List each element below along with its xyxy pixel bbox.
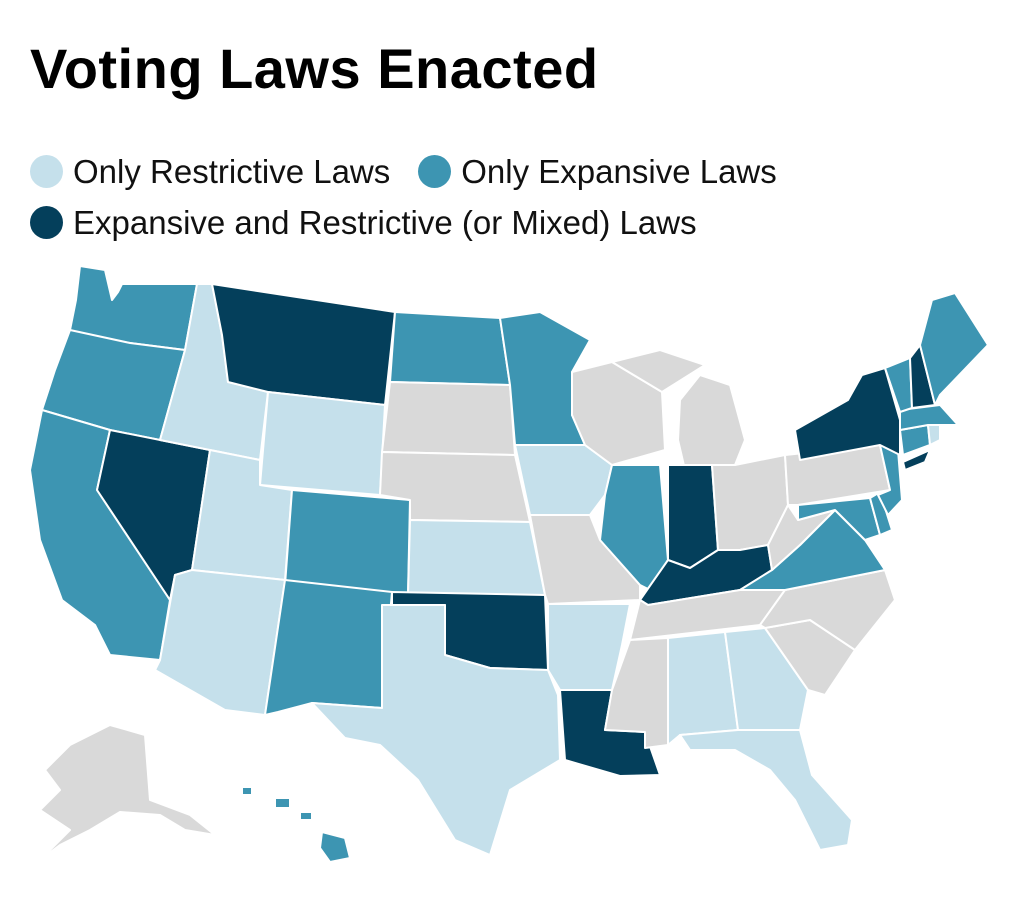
legend-label-mixed: Expansive and Restrictive (or Mixed) Law… [73, 204, 697, 241]
state-ND[interactable] [389, 311, 511, 386]
page-title: Voting Laws Enacted [30, 37, 599, 100]
legend: Only Restrictive Laws Only Expansive Law… [30, 146, 805, 248]
state-HI[interactable] [241, 786, 351, 863]
legend-row-1: Only Restrictive Laws Only Expansive Law… [30, 146, 805, 197]
state-SD[interactable] [381, 381, 516, 456]
state-CO[interactable] [284, 489, 411, 596]
state-TX[interactable] [311, 604, 561, 856]
state-FL[interactable] [679, 729, 853, 851]
legend-item-expansive: Only Expansive Laws [418, 146, 777, 197]
state-IA[interactable] [514, 444, 613, 516]
state-IL[interactable] [599, 464, 669, 591]
state-DE[interactable] [869, 491, 893, 536]
state-AK[interactable] [39, 724, 216, 861]
state-WY[interactable] [259, 391, 386, 496]
state-ME[interactable] [919, 292, 989, 406]
legend-item-restrictive: Only Restrictive Laws [30, 146, 390, 197]
state-GA[interactable] [724, 627, 809, 731]
state-RI[interactable] [927, 424, 941, 446]
state-NM[interactable] [264, 579, 393, 716]
state-KS[interactable] [407, 519, 546, 596]
legend-label-expansive: Only Expansive Laws [461, 153, 777, 190]
state-MO[interactable] [529, 514, 641, 605]
state-IN[interactable] [667, 464, 719, 569]
state-MI[interactable] [611, 349, 746, 471]
legend-swatch-restrictive [30, 155, 63, 188]
legend-swatch-mixed [30, 206, 63, 239]
legend-swatch-expansive [418, 155, 452, 188]
state-AZ[interactable] [154, 569, 286, 716]
legend-label-restrictive: Only Restrictive Laws [73, 153, 391, 190]
legend-row-2: Expansive and Restrictive (or Mixed) Law… [30, 197, 805, 248]
state-MA[interactable] [899, 404, 959, 431]
legend-item-mixed: Expansive and Restrictive (or Mixed) Law… [30, 197, 697, 248]
